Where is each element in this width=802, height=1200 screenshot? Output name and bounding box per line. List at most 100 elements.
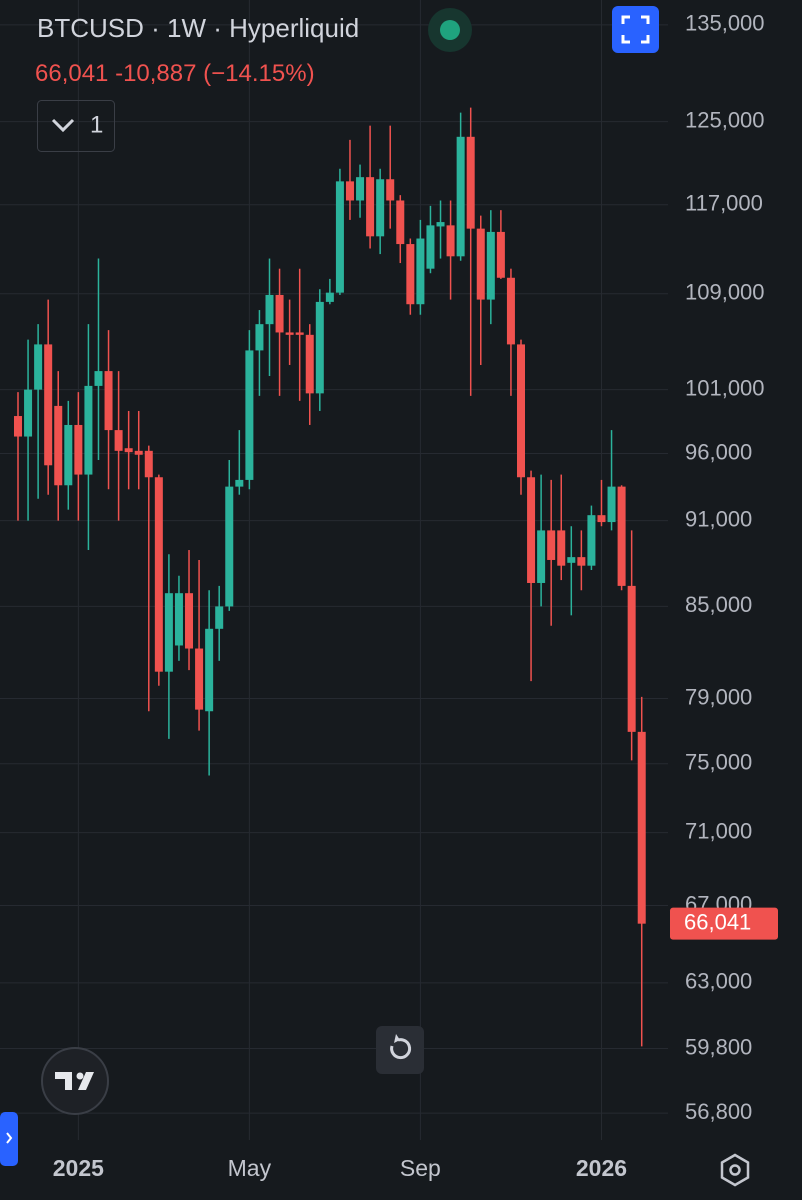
candle-body xyxy=(607,486,616,523)
candle-body xyxy=(74,424,83,475)
last-price-label: 66,041 xyxy=(684,909,751,934)
candle-body xyxy=(456,136,465,257)
x-tick-label: 2025 xyxy=(53,1155,104,1181)
candle-body xyxy=(255,324,264,351)
candle-body xyxy=(285,332,294,335)
candle-body xyxy=(14,416,22,437)
candle-body xyxy=(325,292,334,302)
candle-body xyxy=(114,430,123,451)
candle-body xyxy=(557,530,566,566)
quote-gap xyxy=(196,60,203,87)
candle-body xyxy=(205,628,214,712)
candle-body xyxy=(506,277,515,345)
candle-body xyxy=(376,179,385,237)
candle-body xyxy=(527,477,536,583)
settings-icon-center xyxy=(729,1164,741,1176)
quote-change: -10,887 xyxy=(115,60,196,87)
symbol-line: BTCUSD · 1W · Hyperliquid xyxy=(37,13,359,43)
candle-body xyxy=(446,225,455,257)
exchange: Hyperliquid xyxy=(229,13,359,43)
indicator-count: 1 xyxy=(90,111,103,138)
y-tick-label: 91,000 xyxy=(685,506,752,531)
candle-body xyxy=(617,486,626,586)
reset-arrow xyxy=(394,1034,400,1043)
quote-change-percent: (−14.15%) xyxy=(203,60,314,87)
candle-body xyxy=(144,450,153,478)
fullscreen-button[interactable] xyxy=(612,6,659,53)
candle-body xyxy=(567,557,576,563)
y-tick-label: 125,000 xyxy=(685,107,765,132)
candle-body xyxy=(406,244,415,305)
candle-body xyxy=(587,515,596,566)
y-tick-label: 109,000 xyxy=(685,280,765,305)
x-tick-label: 2026 xyxy=(576,1155,627,1181)
y-tick-label: 101,000 xyxy=(685,375,765,400)
candle-body xyxy=(44,344,53,466)
candle-body xyxy=(396,200,405,245)
candle-body xyxy=(436,222,445,227)
fullscreen-icon xyxy=(621,15,650,44)
x-tick-label: May xyxy=(228,1155,272,1181)
candle-body xyxy=(164,593,173,672)
candle-body xyxy=(517,344,525,478)
candle-body xyxy=(265,294,274,325)
settings-icon[interactable] xyxy=(720,1153,750,1187)
indicator-toggle[interactable] xyxy=(37,100,115,152)
candle-body xyxy=(476,228,485,300)
candle-body xyxy=(34,344,43,390)
quote-line: 66,041 -10,887 (−14.15%) xyxy=(35,60,315,87)
y-tick-label: 96,000 xyxy=(685,439,752,464)
candle-body xyxy=(225,486,234,607)
candle-body xyxy=(174,593,183,646)
separator: · xyxy=(206,13,229,43)
reset-icon xyxy=(390,1038,412,1060)
candle-body xyxy=(537,530,546,583)
candle-body xyxy=(547,530,556,560)
candle-body xyxy=(124,448,133,453)
grid xyxy=(0,0,668,1140)
candle-body xyxy=(215,606,224,629)
y-tick-label: 135,000 xyxy=(685,11,765,36)
logo-icon xyxy=(55,1072,94,1090)
y-tick-label: 63,000 xyxy=(685,969,752,994)
side-tab-icon xyxy=(6,1132,13,1144)
candle-body xyxy=(295,332,304,335)
y-tick-label: 71,000 xyxy=(685,818,752,843)
candle-body xyxy=(185,593,194,649)
candle-body xyxy=(275,294,284,333)
candles xyxy=(14,107,646,1047)
candle-body xyxy=(64,424,73,486)
status-dot xyxy=(440,20,460,40)
candle-body xyxy=(154,477,163,672)
candle-body xyxy=(245,350,254,480)
x-tick-label: Sep xyxy=(400,1155,441,1181)
quote-gap xyxy=(108,60,115,87)
interval: 1W xyxy=(167,13,206,43)
candle-body xyxy=(315,301,324,394)
y-tick-label: 79,000 xyxy=(685,684,752,709)
separator: · xyxy=(144,13,167,43)
candle-body xyxy=(94,371,103,386)
candle-body xyxy=(104,371,113,431)
chevron-icon xyxy=(51,118,75,133)
quote-price: 66,041 xyxy=(35,60,108,87)
candle-body xyxy=(496,231,505,278)
candle-body xyxy=(84,385,93,475)
candle-body xyxy=(195,648,204,710)
candle-body xyxy=(345,181,354,201)
logo-button[interactable] xyxy=(41,1047,109,1115)
candle-body xyxy=(335,181,344,293)
candle-body xyxy=(366,177,375,237)
logo-dot xyxy=(76,1072,84,1080)
candle-body xyxy=(235,479,244,487)
candle-body xyxy=(416,238,425,305)
candle-body xyxy=(386,179,395,201)
y-tick-label: 75,000 xyxy=(685,750,752,775)
candle-body xyxy=(426,225,435,269)
reset-button[interactable] xyxy=(376,1026,424,1074)
y-tick-label: 85,000 xyxy=(685,592,752,617)
symbol: BTCUSD xyxy=(37,13,144,43)
candle-body xyxy=(637,731,646,924)
